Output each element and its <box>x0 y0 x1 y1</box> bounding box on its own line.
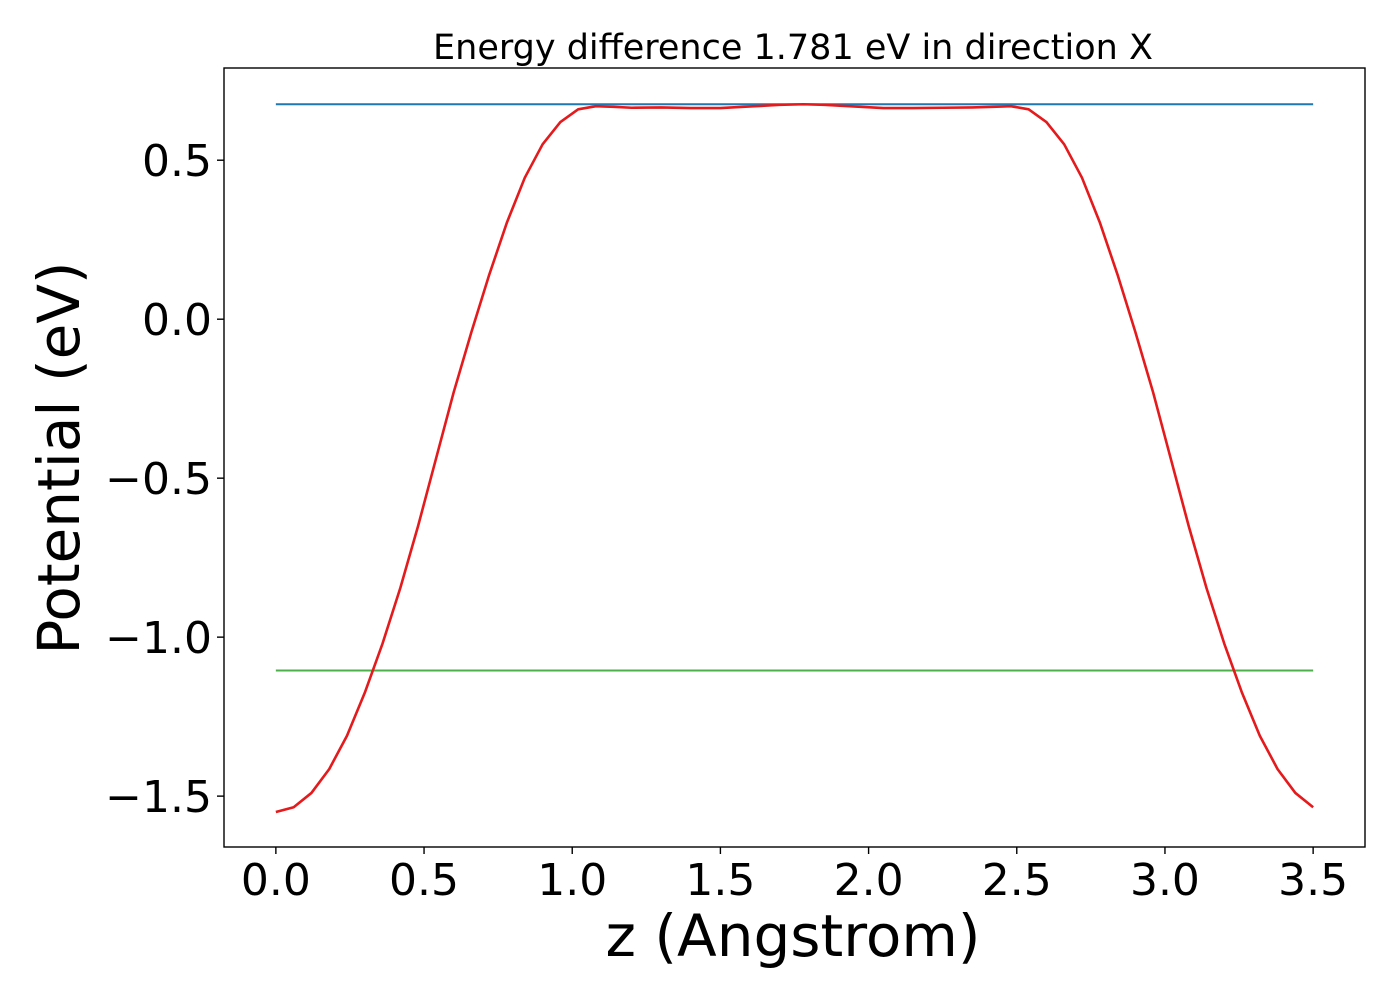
x-axis-label: z (Angstrom) <box>606 902 981 970</box>
y-tick-label: 0.0 <box>142 295 212 346</box>
x-tick-label: 2.0 <box>834 855 904 906</box>
x-tick-label: 3.5 <box>1278 855 1348 906</box>
x-tick-label: 1.5 <box>685 855 755 906</box>
x-tick-label: 3.0 <box>1130 855 1200 906</box>
potential-curve <box>275 102 1314 814</box>
y-axis-ticks: 0.5 0.0 −0.5 −1.0 −1.5 <box>105 136 224 823</box>
x-tick-label: 0.5 <box>389 855 459 906</box>
y-axis-label: Potential (eV) <box>25 261 93 654</box>
x-tick-label: 0.0 <box>241 855 311 906</box>
x-tick-label: 1.0 <box>537 855 607 906</box>
chart-title: Energy difference 1.781 eV in direction … <box>433 28 1153 68</box>
y-tick-label: −1.5 <box>105 772 212 823</box>
y-tick-label: −1.0 <box>105 613 212 664</box>
y-tick-label: 0.5 <box>142 136 212 187</box>
x-axis-ticks: 0.0 0.5 1.0 1.5 2.0 2.5 3.0 3.5 <box>241 847 1348 906</box>
plot-area <box>223 67 1366 848</box>
y-tick-label: −0.5 <box>105 454 212 505</box>
series-lines <box>275 102 1314 814</box>
plot-frame <box>223 67 1366 848</box>
x-tick-label: 2.5 <box>982 855 1052 906</box>
